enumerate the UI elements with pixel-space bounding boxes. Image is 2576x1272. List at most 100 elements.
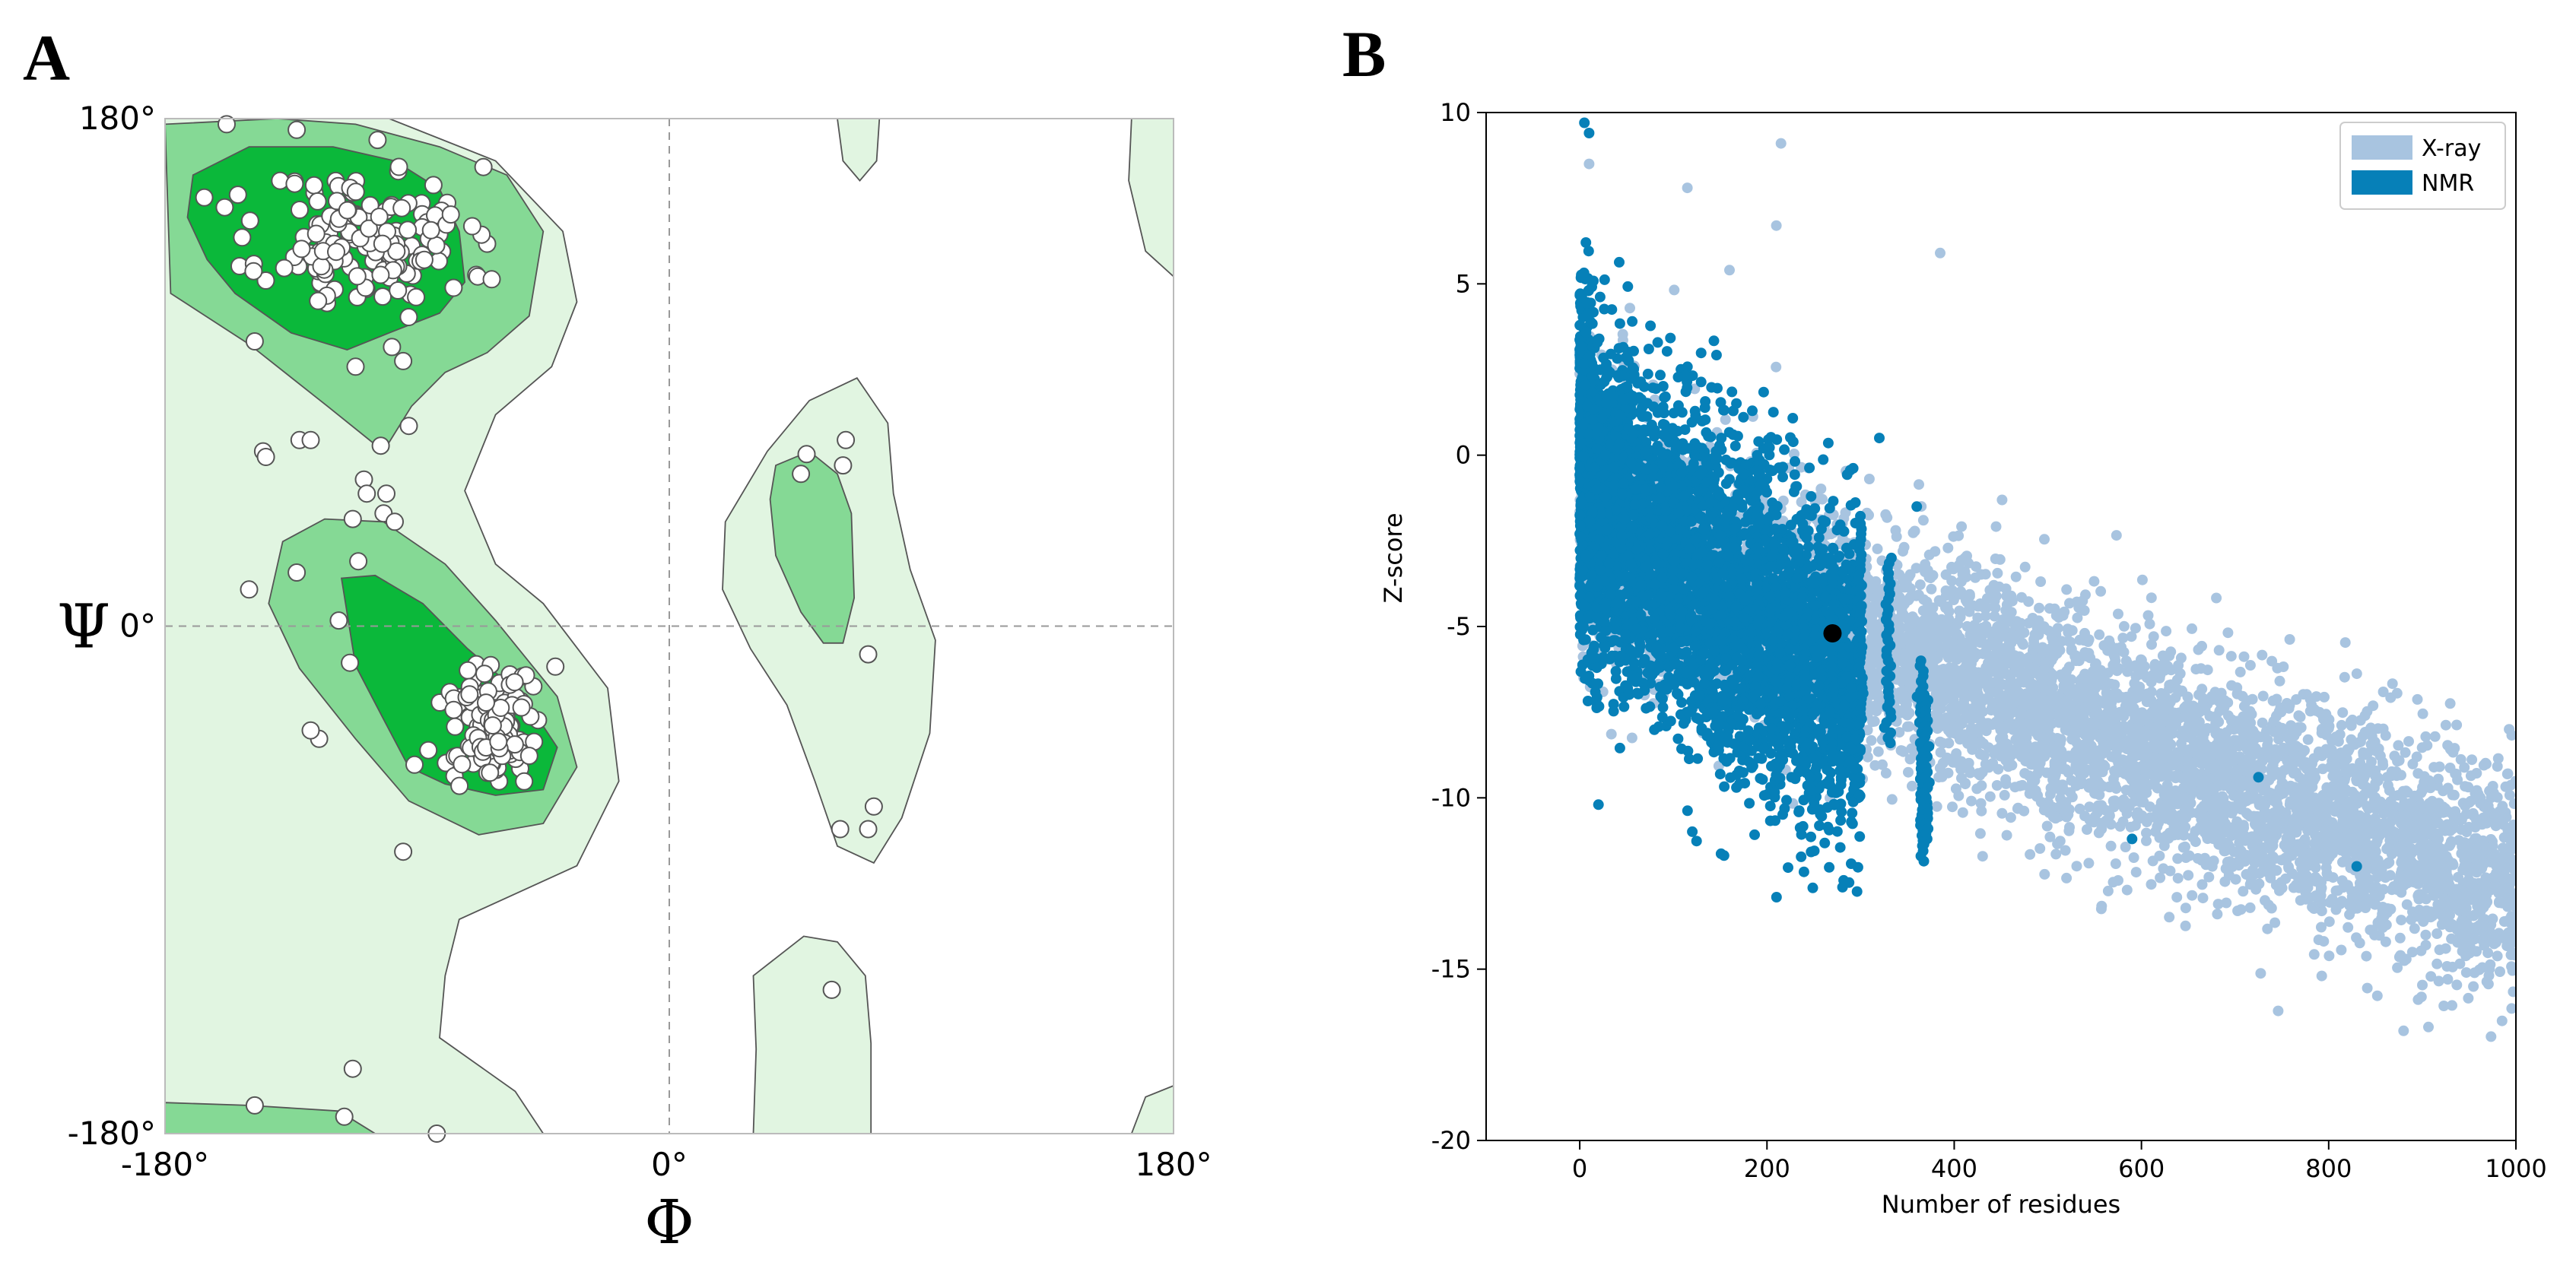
- xray-point: [2196, 684, 2208, 695]
- rama-point: [285, 174, 304, 193]
- rama-point: [346, 182, 365, 201]
- rama-point: [387, 242, 406, 261]
- xray-point: [1963, 757, 1974, 769]
- xray-point: [2367, 925, 2378, 936]
- panel-label-b: B: [1342, 17, 1386, 90]
- xray-point: [1990, 521, 2002, 532]
- xray-point: [2301, 689, 2312, 700]
- rama-point: [348, 267, 367, 286]
- rama-axis-labels: -180° 0° 180°180°0°-180°ΦΨ: [57, 100, 1212, 1258]
- rama-region-generous-top-right: [1128, 119, 1174, 278]
- rama-point: [312, 257, 331, 276]
- rama-point: [444, 700, 463, 719]
- xray-point: [2431, 928, 2443, 939]
- rama-point: [346, 357, 365, 376]
- rama-point: [371, 436, 390, 455]
- xray-point: [2146, 879, 2157, 890]
- xray-point: [2196, 879, 2208, 890]
- xray-point: [1990, 554, 2001, 564]
- xray-point: [2502, 768, 2514, 779]
- xray-point: [2273, 1005, 2284, 1017]
- rama-point: [441, 205, 460, 224]
- panel-label-a: A: [23, 21, 70, 94]
- rama-point: [453, 755, 472, 774]
- xray-point: [2361, 950, 2372, 962]
- xray-point: [2212, 899, 2224, 910]
- xray-point: [2295, 712, 2306, 722]
- xray-point: [2088, 576, 2100, 587]
- rama-point: [792, 465, 811, 484]
- xray-point: [2003, 761, 2014, 772]
- xray-point: [1626, 732, 1637, 744]
- xray-point: [2041, 820, 2053, 832]
- rama-point: [377, 484, 395, 503]
- xray-point: [2180, 821, 2191, 833]
- rama-point: [256, 448, 275, 466]
- xray-point: [2359, 727, 2371, 738]
- xray-point: [2492, 761, 2503, 772]
- xray-point: [2311, 691, 2322, 703]
- xray-point: [2492, 753, 2504, 764]
- xray-point: [2496, 1015, 2508, 1026]
- xray-point: [2433, 773, 2444, 785]
- xray-point: [1942, 767, 1954, 779]
- xray-point: [2060, 676, 2072, 687]
- rama-point: [349, 552, 368, 571]
- xray-point: [2235, 904, 2247, 915]
- rama-point: [394, 351, 413, 370]
- rama-point: [489, 732, 508, 751]
- xray-point: [2061, 666, 2073, 677]
- rama-point: [399, 308, 418, 326]
- rama-xtick: 180°: [1135, 1146, 1212, 1183]
- rama-point: [512, 698, 531, 717]
- xray-point: [2323, 916, 2335, 928]
- xray-point: [2241, 695, 2253, 706]
- xray-point: [2102, 885, 2114, 896]
- rama-point: [256, 271, 275, 290]
- xray-point: [2454, 958, 2466, 969]
- xray-point: [2147, 669, 2158, 680]
- xray-point: [2478, 760, 2489, 771]
- rama-point: [308, 192, 327, 211]
- xray-point: [2213, 716, 2225, 728]
- xray-point: [2396, 915, 2407, 926]
- rama-ytick: 180°: [79, 100, 156, 137]
- rama-region-generous-right-low: [752, 935, 872, 1134]
- xray-point: [2035, 576, 2047, 587]
- rama-point: [459, 661, 478, 680]
- xray-point: [2130, 867, 2142, 878]
- xray-point: [1970, 572, 1981, 583]
- xray-point: [2330, 904, 2342, 915]
- rama-point: [519, 747, 538, 766]
- xray-point: [2337, 707, 2349, 718]
- xray-point: [2171, 892, 2183, 903]
- z-points: [1574, 117, 2516, 1042]
- xray-point: [2061, 584, 2073, 595]
- xray-point: [2323, 950, 2335, 962]
- rama-point: [240, 580, 259, 599]
- rama-point: [287, 563, 307, 582]
- rama-xtick: 0°: [651, 1146, 688, 1183]
- rama-point: [275, 259, 294, 278]
- rama-point: [343, 509, 362, 528]
- xray-point: [1996, 494, 2008, 506]
- xray-point: [1966, 795, 1977, 807]
- xray-point: [2141, 696, 2152, 708]
- xray-point: [2269, 917, 2281, 928]
- xray-point: [2257, 649, 2268, 661]
- rama-region-generous-bottom-right: [1130, 1085, 1174, 1134]
- xray-point: [1933, 772, 1945, 783]
- xray-point: [1926, 583, 1937, 595]
- rama-point: [394, 842, 413, 861]
- xray-point: [2362, 982, 2373, 994]
- xray-point: [2463, 877, 2475, 889]
- xray-point: [2027, 613, 2038, 623]
- rama-point: [427, 236, 446, 255]
- rama-point: [481, 763, 500, 782]
- rama-frame: [164, 118, 1174, 1134]
- xray-point: [2380, 936, 2391, 947]
- xray-point: [2110, 858, 2121, 869]
- xray-point: [2346, 720, 2357, 731]
- rama-region-generous-top-strip: [837, 119, 881, 182]
- xray-point: [2094, 629, 2105, 640]
